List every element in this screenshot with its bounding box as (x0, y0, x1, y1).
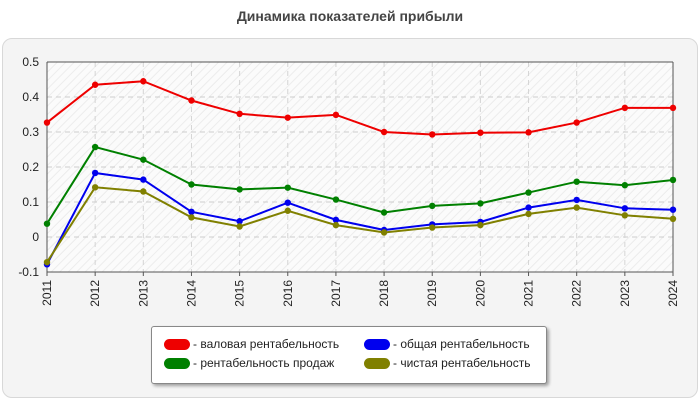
data-point (429, 224, 436, 231)
data-point (43, 259, 51, 266)
data-point (477, 221, 484, 229)
data-point (91, 81, 99, 88)
data-point (621, 104, 629, 112)
data-point (188, 97, 195, 104)
series-line-3 (46, 186, 674, 263)
data-point (380, 209, 388, 216)
data-point (140, 188, 147, 195)
data-point (380, 229, 388, 236)
x-tick-label: 2023 (618, 280, 632, 307)
data-point (140, 176, 147, 183)
y-tick-label: 0.2 (22, 160, 39, 174)
data-point (573, 196, 580, 204)
data-point (43, 119, 51, 126)
chart-title: Динамика показателей прибыли (236, 8, 464, 24)
x-tick-label: 2011 (40, 280, 54, 306)
y-tick-label: 0.4 (22, 90, 39, 104)
legend-label-total: - общая рентабельность (393, 337, 530, 351)
x-tick-label: 2012 (88, 280, 102, 307)
data-point (284, 207, 291, 214)
data-point (332, 216, 340, 224)
data-point (91, 169, 99, 177)
data-point (621, 212, 629, 219)
data-point (332, 221, 340, 229)
data-point (429, 131, 436, 138)
x-tick-label: 2016 (281, 280, 295, 307)
legend-label-gross: - валовая рентабельность (193, 337, 340, 351)
data-point (525, 129, 532, 136)
data-point (669, 215, 677, 222)
legend-item-gross: - валовая рентабельность (164, 336, 339, 352)
data-point (236, 186, 243, 193)
legend-label-net: - чистая рентабельность (393, 356, 531, 370)
plot-area-hatch (47, 62, 673, 272)
data-point (236, 218, 243, 225)
legend-swatch-net (364, 358, 390, 370)
legend-label-sales: - рентабельность продаж (193, 356, 335, 370)
legend-item-net: - чистая рентабельность (364, 355, 530, 371)
data-point (621, 182, 629, 189)
x-tick-label: 2024 (666, 280, 680, 307)
legend-item-sales: - рентабельность продаж (164, 355, 334, 371)
legend: - валовая рентабельность - общая рентабе… (151, 326, 547, 384)
data-point (140, 78, 147, 85)
y-tick-label: -0.1 (18, 265, 39, 279)
data-point (573, 204, 580, 211)
x-tick-label: 2014 (184, 280, 198, 307)
legend-swatch-gross (164, 339, 190, 351)
data-point (477, 200, 484, 207)
data-point (573, 178, 580, 185)
data-point (236, 110, 243, 118)
data-point (284, 184, 291, 191)
data-point (669, 104, 677, 112)
data-point (91, 184, 99, 191)
data-point (236, 223, 243, 230)
data-point (573, 119, 580, 126)
y-tick-label: 0.5 (22, 55, 39, 69)
data-point (429, 202, 436, 210)
data-point (332, 111, 340, 119)
data-point (188, 181, 195, 188)
y-tick-label: 0.1 (22, 195, 39, 209)
data-point (669, 206, 677, 213)
y-tick-label: 0.3 (22, 125, 39, 139)
data-point (332, 196, 340, 203)
data-point (525, 189, 532, 196)
x-tick-label: 2018 (377, 280, 391, 307)
x-tick-label: 2021 (522, 280, 536, 307)
x-tick-label: 2015 (233, 280, 247, 307)
data-point (284, 114, 291, 121)
x-tick-label: 2022 (570, 280, 584, 307)
data-point (380, 128, 388, 136)
data-point (621, 205, 629, 212)
legend-swatch-sales (164, 358, 190, 370)
data-point (669, 176, 677, 184)
data-point (284, 199, 291, 206)
data-point (477, 129, 484, 136)
data-point (188, 208, 195, 215)
data-point (525, 210, 532, 218)
data-point (91, 143, 99, 151)
x-tick-label: 2020 (473, 280, 487, 307)
data-point (43, 220, 51, 227)
series-line-1 (46, 145, 674, 225)
data-point (188, 214, 195, 221)
legend-swatch-total (364, 339, 390, 351)
series-line-0 (46, 80, 673, 136)
y-tick-label: 0 (32, 230, 39, 244)
x-tick-label: 2013 (136, 280, 150, 307)
x-tick-label: 2017 (329, 280, 343, 307)
series-line-2 (46, 171, 674, 265)
data-point (525, 204, 532, 211)
x-tick-label: 2019 (425, 280, 439, 307)
legend-item-total: - общая рентабельность (364, 336, 530, 352)
data-point (140, 156, 147, 163)
